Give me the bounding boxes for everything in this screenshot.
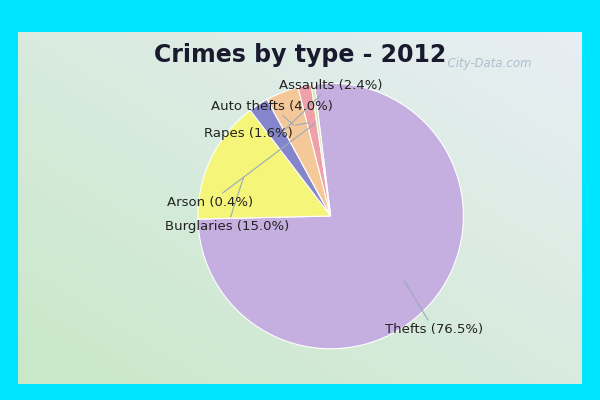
Text: City-Data.com: City-Data.com [440,57,532,70]
Wedge shape [267,87,331,216]
Wedge shape [311,84,331,216]
Wedge shape [298,85,331,216]
Wedge shape [198,83,463,349]
Text: Burglaries (15.0%): Burglaries (15.0%) [166,177,290,233]
Text: Rapes (1.6%): Rapes (1.6%) [204,123,309,140]
Wedge shape [250,100,331,216]
Text: Arson (0.4%): Arson (0.4%) [167,123,316,209]
Text: Auto thefts (4.0%): Auto thefts (4.0%) [211,100,333,125]
Text: Crimes by type - 2012: Crimes by type - 2012 [154,43,446,67]
Text: Thefts (76.5%): Thefts (76.5%) [385,281,483,336]
Text: Assaults (2.4%): Assaults (2.4%) [279,79,382,134]
Wedge shape [198,110,331,219]
